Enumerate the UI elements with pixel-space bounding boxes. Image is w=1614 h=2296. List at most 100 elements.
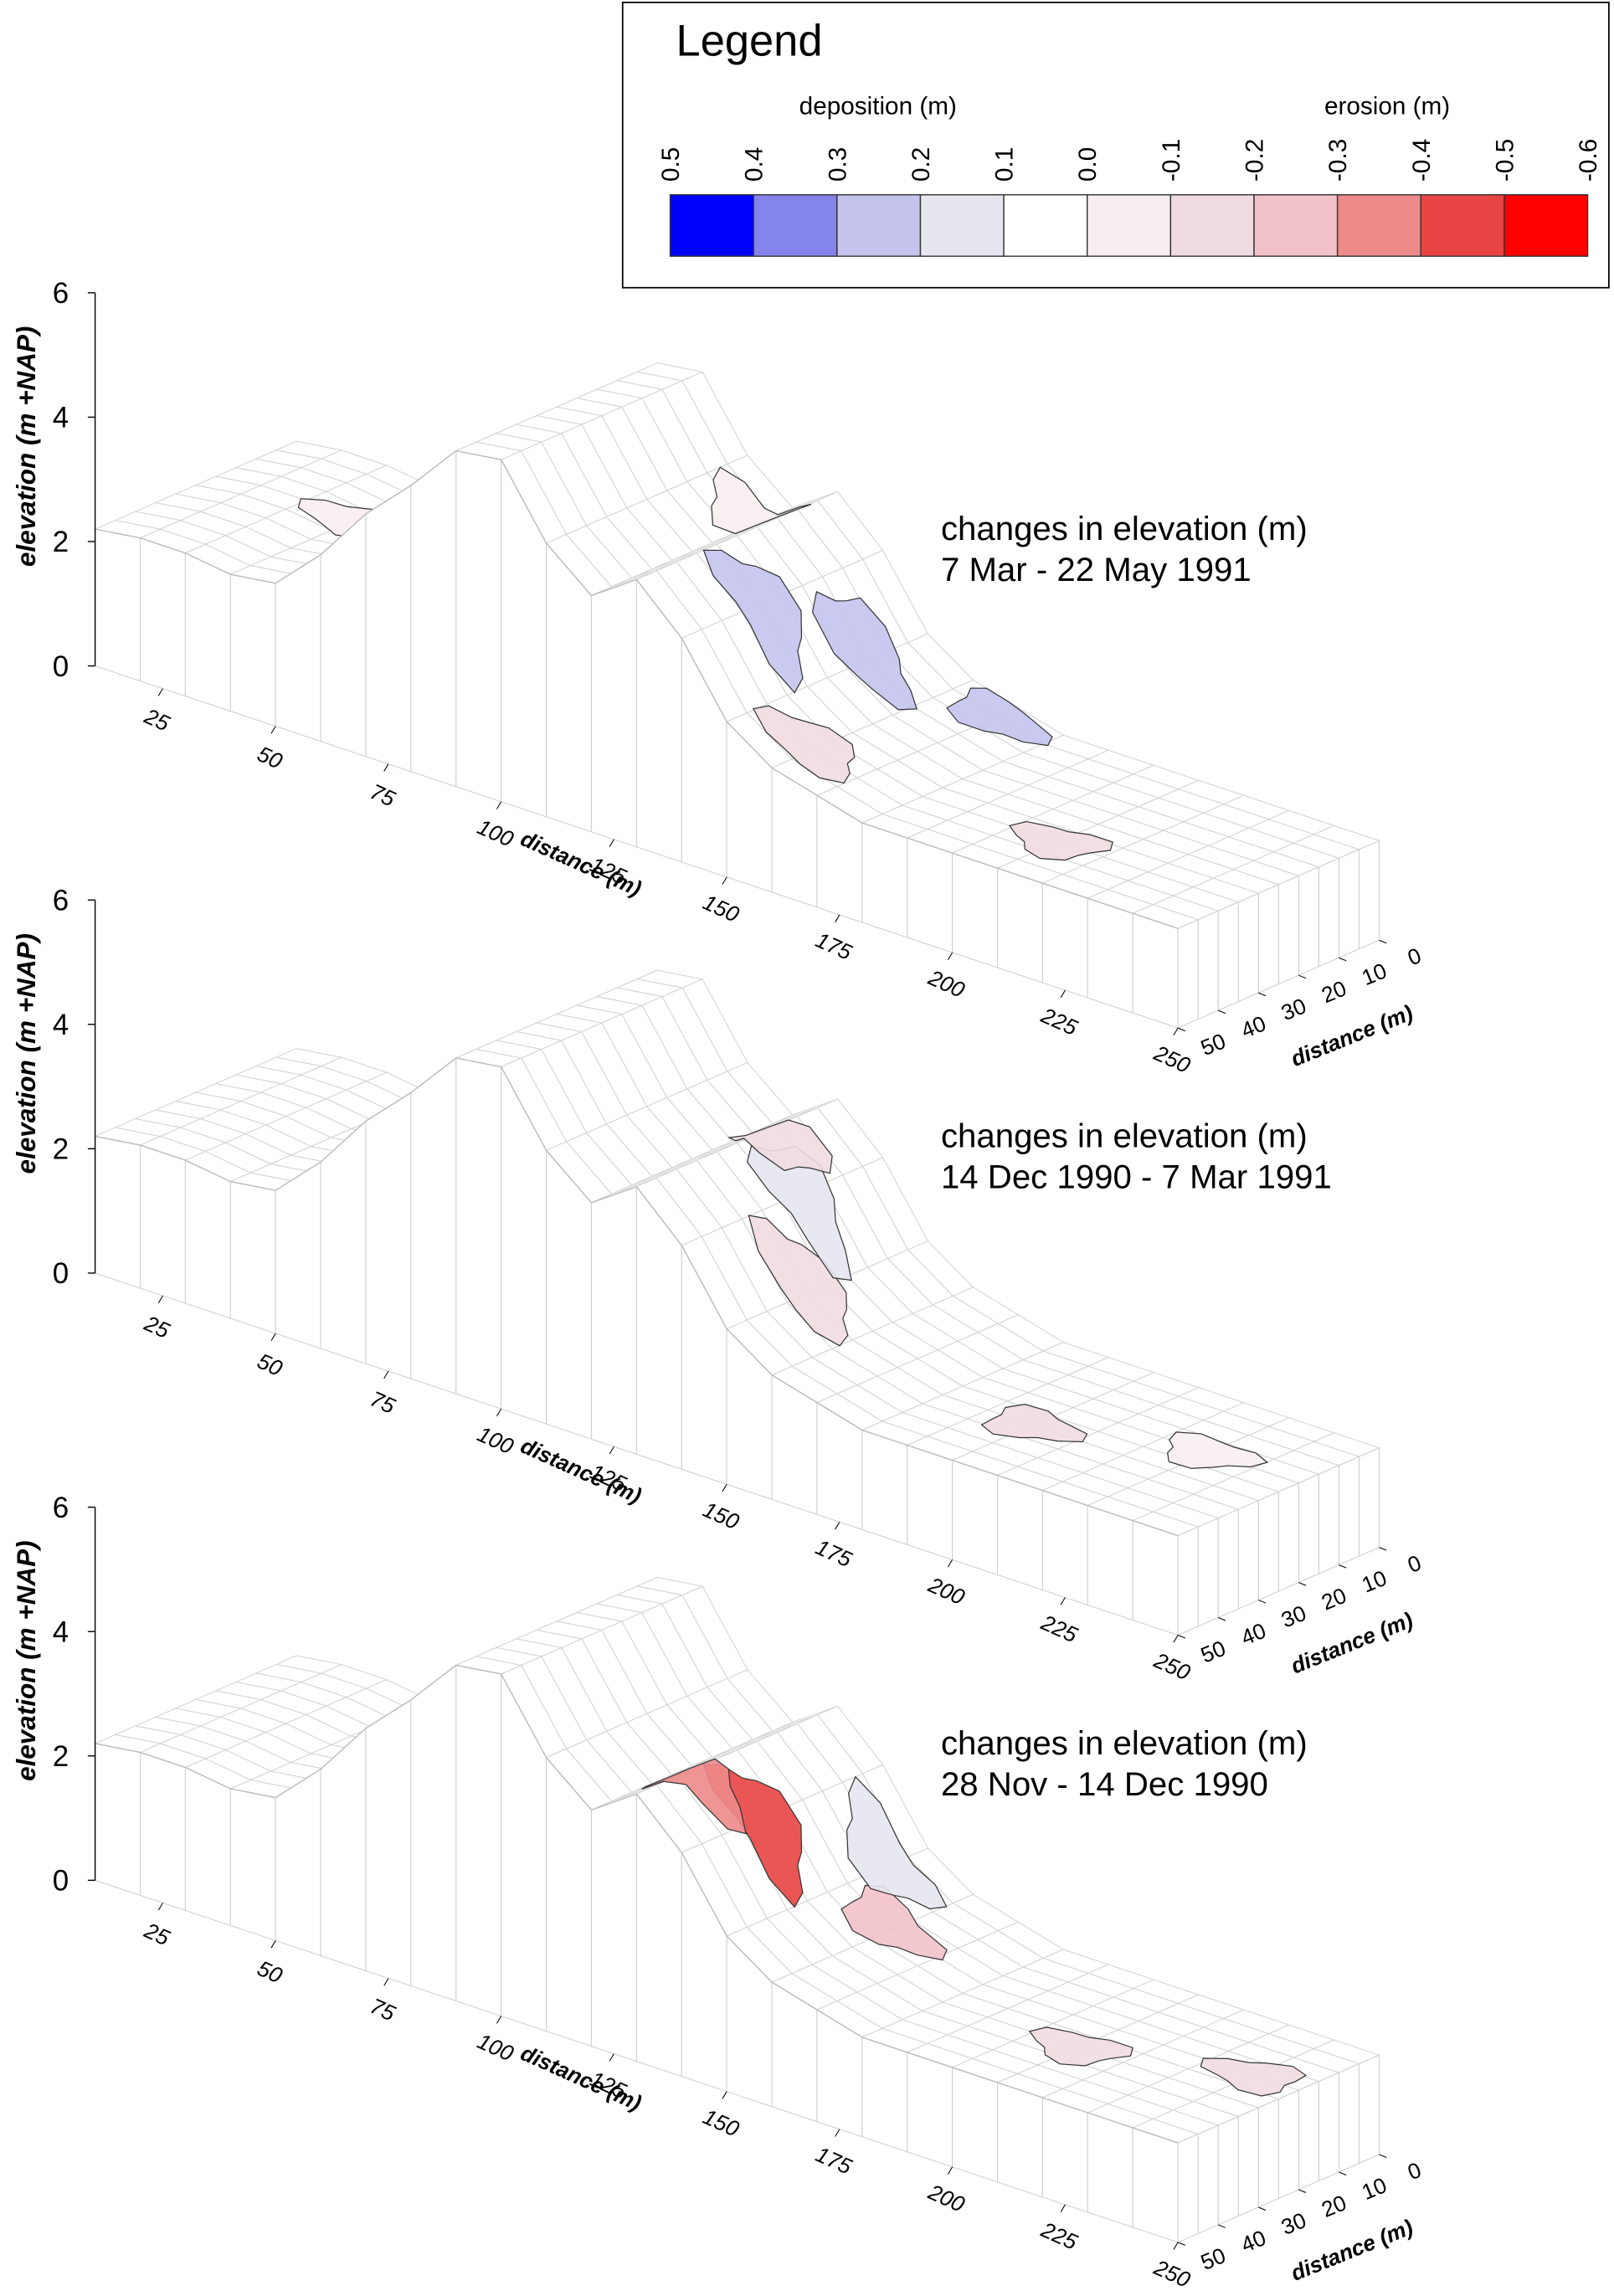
legend-deposition: deposition (m) xyxy=(799,93,957,121)
x-tick-label: 175 xyxy=(812,2141,856,2179)
z-tick-label: 4 xyxy=(53,402,69,434)
front-wall xyxy=(907,2052,953,2168)
y-tick xyxy=(1217,1617,1226,1621)
x-tick-label: 150 xyxy=(699,2103,743,2141)
legend-tick-label: -0.1 xyxy=(1158,139,1185,182)
x-tick-label: 50 xyxy=(254,741,286,773)
z-tick-label: 0 xyxy=(53,1865,69,1898)
x-tick-label: 75 xyxy=(367,1386,399,1419)
front-wall xyxy=(1041,1489,1088,1606)
y-tick xyxy=(1217,1009,1226,1014)
x-tick xyxy=(270,726,276,734)
legend-swatch xyxy=(1253,194,1339,257)
change-patch xyxy=(1200,2057,1308,2097)
end-wall xyxy=(1177,918,1199,1029)
end-wall xyxy=(1197,1517,1219,1627)
x-tick-label: 25 xyxy=(140,1310,173,1343)
end-wall xyxy=(1217,901,1239,1011)
x-tick xyxy=(383,763,389,772)
front-wall xyxy=(410,449,457,788)
x-tick xyxy=(835,2129,840,2137)
change-patch xyxy=(1008,820,1113,861)
x-tick xyxy=(947,1559,953,1568)
legend-swatch xyxy=(1503,194,1589,257)
front-wall xyxy=(1087,897,1133,1014)
change-patch xyxy=(840,1884,948,1961)
x-tick xyxy=(270,1940,276,1949)
x-tick-label: 100 xyxy=(474,2028,518,2066)
z-tick-label: 6 xyxy=(53,1492,69,1524)
front-wall xyxy=(410,1664,457,2002)
y-tick-label: 40 xyxy=(1237,1618,1269,1651)
front-wall xyxy=(861,822,908,938)
x-tick-label: 200 xyxy=(924,1572,969,1610)
front-wall xyxy=(1132,1519,1179,1636)
x-tick xyxy=(1060,1597,1066,1605)
end-wall xyxy=(1237,2107,1259,2217)
x-tick-label: 25 xyxy=(140,1918,173,1951)
change-patch xyxy=(711,466,812,535)
front-wall xyxy=(455,1664,502,2017)
end-wall xyxy=(1318,2072,1339,2182)
y-tick xyxy=(1298,974,1307,979)
y-tick xyxy=(1339,1564,1347,1569)
front-wall xyxy=(229,1788,276,1942)
x-tick xyxy=(835,914,840,922)
x-tick-label: 250 xyxy=(1149,1647,1194,1686)
x-tick xyxy=(157,1903,163,1911)
legend-tick-label: 0.1 xyxy=(991,147,1019,182)
front-wall xyxy=(1132,912,1179,1029)
profile-line xyxy=(95,449,1179,929)
x-tick xyxy=(722,1484,727,1492)
end-wall xyxy=(1237,1499,1259,1610)
end-wall xyxy=(1358,2054,1380,2165)
legend-swatch xyxy=(1336,194,1421,257)
front-wall xyxy=(907,837,953,953)
x-tick-label: 175 xyxy=(812,927,856,965)
end-wall xyxy=(1177,2133,1199,2243)
x-tick xyxy=(1060,2204,1066,2212)
end-wall xyxy=(1237,892,1259,1003)
end-wall xyxy=(1318,1464,1339,1574)
x-tick-label: 150 xyxy=(699,890,743,927)
x-tick-label: 250 xyxy=(1149,1040,1194,1078)
front-wall xyxy=(275,1768,321,1957)
change-patch xyxy=(811,591,918,711)
legend-tick-label: -0.3 xyxy=(1324,139,1352,182)
front-wall xyxy=(907,1444,953,1561)
y-tick xyxy=(1217,2224,1226,2228)
x-tick xyxy=(496,1408,502,1417)
x-tick xyxy=(722,2091,727,2099)
x-tick xyxy=(609,1446,614,1455)
end-wall xyxy=(1298,866,1319,976)
front-wall xyxy=(139,1144,186,1304)
y-tick-label: 20 xyxy=(1318,975,1349,1008)
change-patch xyxy=(1028,2026,1133,2067)
change-patch xyxy=(946,687,1053,747)
legend-tick-label: 0.2 xyxy=(907,147,935,182)
profile-line xyxy=(95,1057,1179,1537)
x-tick xyxy=(270,1333,276,1342)
change-patch xyxy=(702,549,804,694)
z-tick-label: 0 xyxy=(53,1257,69,1290)
panel-title: 7 Mar - 22 May 1991 xyxy=(941,551,1252,588)
front-wall xyxy=(184,552,231,712)
x-tick xyxy=(722,876,727,885)
y-tick xyxy=(1177,1027,1186,1032)
change-patch xyxy=(752,705,856,784)
legend-tick-label: 0.0 xyxy=(1074,147,1102,182)
legend-tick-label: 0.3 xyxy=(824,147,851,182)
legend-swatch xyxy=(1169,194,1255,257)
front-wall xyxy=(1087,2112,1133,2228)
y-tick-label: 10 xyxy=(1358,958,1390,990)
y-tick-label: 10 xyxy=(1358,1565,1390,1598)
panel-title: changes in elevation (m) xyxy=(941,1117,1308,1155)
legend-tick-label: -0.6 xyxy=(1575,139,1602,182)
y-tick-label: 30 xyxy=(1277,993,1309,1025)
x-tick xyxy=(1060,989,1066,999)
y-tick-label: 50 xyxy=(1197,1636,1229,1668)
end-wall xyxy=(1338,2062,1360,2173)
change-patch xyxy=(1167,1431,1269,1469)
end-wall xyxy=(1298,1473,1319,1584)
